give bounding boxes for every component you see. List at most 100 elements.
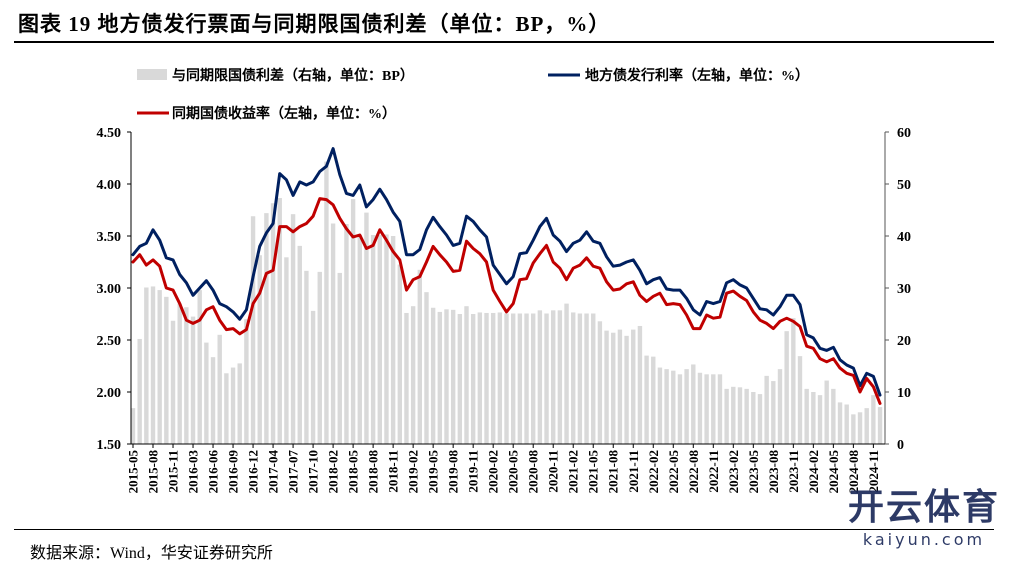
bar-spread bbox=[677, 374, 683, 444]
watermark-logo: 开云体育 kaiyun.com bbox=[848, 478, 1000, 549]
bar-spread bbox=[244, 319, 249, 444]
bar-spread bbox=[304, 270, 309, 444]
bar-spread bbox=[851, 414, 856, 444]
x-tick-label: 2018-02 bbox=[326, 450, 341, 493]
bar-spread bbox=[257, 255, 262, 444]
bar-spread bbox=[130, 408, 136, 444]
bar-spread bbox=[544, 313, 549, 444]
left-tick-label: 3.50 bbox=[97, 230, 122, 245]
bar-spread bbox=[237, 363, 242, 444]
bar-spread bbox=[290, 214, 296, 444]
bar-spread bbox=[217, 334, 222, 444]
bar-spread bbox=[330, 223, 336, 444]
bar-spread bbox=[731, 386, 736, 444]
bar-spread bbox=[284, 257, 289, 444]
bar-spread bbox=[270, 203, 276, 444]
x-tick-label: 2021-05 bbox=[586, 450, 601, 494]
bar-spread bbox=[717, 374, 723, 444]
x-tick-label: 2024-02 bbox=[806, 450, 821, 493]
x-tick-label: 2024-05 bbox=[826, 450, 841, 494]
bar-spread bbox=[571, 312, 576, 444]
bar-spread bbox=[424, 292, 429, 444]
bar-spread bbox=[591, 313, 596, 444]
bar-spread bbox=[644, 355, 649, 444]
bar-spread bbox=[804, 388, 809, 444]
bar-spread bbox=[584, 313, 589, 444]
chart: 与同期限国债利差（右轴，单位：BP） 地方债发行利率（左轴，单位：%） 同期国债… bbox=[97, 67, 912, 494]
watermark-cn: 开云体育 bbox=[847, 487, 1000, 528]
x-tick-label: 2022-11 bbox=[706, 450, 721, 493]
bar-spread bbox=[611, 332, 616, 444]
x-tick-label: 2022-02 bbox=[646, 450, 661, 493]
x-tick-label: 2023-11 bbox=[786, 450, 801, 493]
bar-spread bbox=[537, 310, 543, 444]
bar-spread bbox=[430, 307, 436, 444]
x-tick-label: 2018-05 bbox=[346, 450, 361, 494]
bar-spread bbox=[377, 234, 382, 444]
bar-spread bbox=[531, 313, 536, 444]
bar-spread bbox=[297, 245, 302, 444]
bar-spread bbox=[857, 412, 863, 444]
bar-spread bbox=[450, 309, 456, 444]
right-tick-label: 0 bbox=[897, 438, 904, 453]
x-tick-label: 2015-05 bbox=[126, 450, 141, 494]
bar-spread bbox=[684, 369, 689, 444]
right-tick-label: 20 bbox=[897, 334, 911, 349]
source-note: 数据来源：Wind，华安证券研究所 bbox=[30, 545, 273, 562]
footer-rule bbox=[14, 529, 994, 530]
bar-spread bbox=[697, 372, 703, 444]
bar-spread bbox=[390, 236, 396, 444]
bar-spread bbox=[737, 387, 743, 444]
bar-spread bbox=[190, 316, 196, 444]
bar-spread bbox=[444, 309, 449, 444]
x-tick-label: 2023-05 bbox=[746, 450, 761, 494]
legend: 与同期限国债利差（右轴，单位：BP） 地方债发行利率（左轴，单位：%） 同期国债… bbox=[137, 67, 809, 122]
bar-spread bbox=[631, 329, 636, 444]
x-tick-label: 2020-11 bbox=[546, 450, 561, 493]
bar-spread bbox=[437, 311, 443, 444]
bar-spread bbox=[397, 264, 402, 444]
bar-spread bbox=[310, 310, 316, 444]
x-tick-label: 2021-11 bbox=[626, 450, 641, 493]
bar-spread bbox=[704, 374, 709, 444]
bar-spread bbox=[624, 335, 629, 444]
bar-spread bbox=[564, 303, 569, 444]
x-tick-label: 2015-11 bbox=[166, 450, 181, 493]
bar-spread bbox=[317, 271, 322, 444]
chart-title: 图表 19 地方债发行票面与同期限国债利差（单位：BP，%） bbox=[18, 12, 611, 36]
bar-spread bbox=[797, 356, 803, 444]
bar-spread bbox=[264, 213, 269, 444]
right-tick-label: 10 bbox=[897, 386, 911, 401]
bar-spread bbox=[150, 286, 156, 444]
bar-spread bbox=[657, 367, 663, 444]
bar-spread bbox=[370, 234, 376, 444]
x-tick-label: 2022-05 bbox=[666, 450, 681, 494]
bar-spread bbox=[784, 331, 789, 444]
bar-spread bbox=[337, 272, 342, 444]
right-tick-label: 30 bbox=[897, 282, 911, 297]
x-tick-label: 2019-02 bbox=[406, 450, 421, 493]
bar-spread bbox=[184, 307, 189, 444]
left-tick-label: 4.00 bbox=[97, 178, 122, 193]
bar-spread bbox=[277, 198, 282, 444]
left-tick-label: 1.50 bbox=[97, 438, 122, 453]
x-tick-label: 2021-02 bbox=[566, 450, 581, 493]
bar-spread bbox=[357, 234, 362, 444]
title-rule bbox=[14, 41, 994, 43]
bar-spread bbox=[137, 338, 142, 444]
bar-spread bbox=[344, 224, 349, 444]
bar-spread bbox=[497, 312, 503, 444]
bar-spread bbox=[771, 381, 776, 444]
bar-spread bbox=[864, 408, 869, 444]
bar-spread bbox=[817, 395, 823, 444]
bar-spread bbox=[777, 369, 783, 444]
right-tick-label: 40 bbox=[897, 230, 911, 245]
bar-spread bbox=[224, 373, 229, 444]
x-tick-label: 2018-08 bbox=[366, 450, 381, 494]
left-tick-label: 4.50 bbox=[97, 126, 122, 141]
bar-spread bbox=[597, 321, 603, 444]
left-tick-label: 2.50 bbox=[97, 334, 122, 349]
bar-spread bbox=[691, 364, 696, 444]
bar-spread bbox=[470, 314, 476, 444]
bar-spread bbox=[504, 313, 509, 444]
